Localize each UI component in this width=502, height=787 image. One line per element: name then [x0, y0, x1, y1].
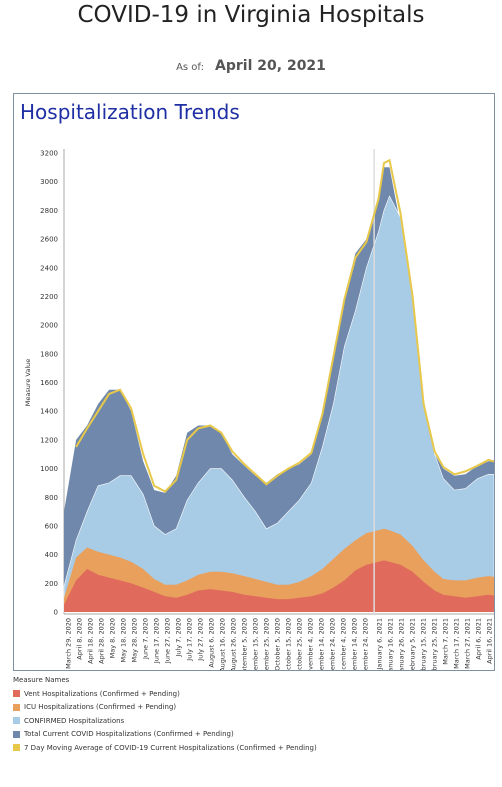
x-tick-label: June 17, 2020	[152, 618, 160, 664]
x-tick-label: January 26, 2021	[398, 618, 406, 670]
x-tick-label: December 4, 2020	[339, 618, 347, 670]
legend-item: ICU Hospitalizations (Confirmed + Pendin…	[13, 701, 493, 715]
x-tick-label: April 16, 2021	[486, 618, 494, 664]
y-tick-label: 2200	[40, 293, 58, 301]
legend-label: ICU Hospitalizations (Confirmed + Pendin…	[24, 703, 177, 712]
x-tick-label: January 16, 2021	[387, 618, 395, 670]
x-tick-label: December 24, 2020	[361, 618, 369, 670]
x-tick-label: March 29, 2020	[64, 618, 72, 669]
y-tick-label: 2600	[40, 236, 58, 244]
legend-item: Vent Hospitalizations (Confirmed + Pendi…	[13, 687, 493, 701]
y-tick-label: 1200	[40, 436, 58, 444]
x-tick-label: August 16, 2020	[218, 618, 226, 670]
x-tick-label: July 27, 2020	[196, 618, 204, 662]
x-tick-label: March 17, 2021	[453, 618, 461, 669]
x-tick-label: November 14, 2020	[317, 618, 325, 670]
legend: Measure Names Vent Hospitalizations (Con…	[13, 676, 493, 755]
y-tick-label: 400	[45, 551, 58, 559]
legend-swatch	[13, 717, 20, 725]
legend-label: Vent Hospitalizations (Confirmed + Pendi…	[24, 689, 180, 698]
y-tick-label: 1400	[40, 408, 58, 416]
x-tick-label: April 6, 2021	[475, 618, 483, 660]
page-title: COVID-19 in Virginia Hospitals	[77, 2, 425, 28]
y-tick-label: 2400	[40, 264, 58, 272]
x-tick-label: February 15, 2021	[420, 618, 428, 670]
legend-swatch	[13, 703, 20, 711]
x-tick-label: October 5, 2020	[273, 618, 281, 670]
x-tick-label: February 5, 2021	[409, 618, 417, 670]
legend-swatch	[13, 690, 20, 698]
y-axis-label: Measure Value	[24, 359, 32, 407]
x-tick-label: March 27, 2021	[464, 618, 472, 669]
x-tick-label: November 4, 2020	[306, 618, 314, 670]
legend-label: 7 Day Moving Average of COVID-19 Current…	[24, 743, 317, 752]
y-tick-label: 2800	[40, 207, 58, 215]
x-tick-label: November 24, 2020	[328, 618, 336, 670]
x-tick-label: June 27, 2020	[163, 618, 171, 664]
as-of-line: As of: April 20, 2021	[0, 55, 502, 74]
y-tick-label: 3000	[40, 178, 58, 186]
y-tick-label: 0	[54, 609, 58, 617]
y-tick-label: 200	[45, 580, 58, 588]
legend-item: CONFIRMED Hospitalizations	[13, 714, 493, 728]
legend-label: CONFIRMED Hospitalizations	[24, 716, 125, 725]
y-tick-label: 1000	[40, 465, 58, 473]
y-tick-label: 800	[45, 494, 58, 502]
moving-average-line	[75, 158, 494, 493]
x-tick-label: April 28, 2020	[97, 618, 105, 664]
y-tick-label: 1600	[40, 379, 58, 387]
x-tick-label: September 5, 2020	[240, 618, 248, 670]
legend-swatch	[13, 744, 20, 752]
as-of-label: As of:	[176, 62, 204, 73]
x-tick-label: September 15, 2020	[251, 618, 259, 670]
x-tick-label: May 18, 2020	[119, 618, 127, 662]
panel-title: Hospitalization Trends	[20, 100, 240, 124]
hospitalization-trends-panel: Hospitalization Trends 0 200 400 600 800 1000…	[13, 93, 495, 671]
x-tick-label: April 18, 2020	[86, 618, 94, 664]
x-tick-label: March 7, 2021	[442, 618, 450, 665]
x-tick-label: August 26, 2020	[229, 618, 237, 670]
y-tick-label: 3200	[40, 150, 58, 158]
y-tick-label: 600	[45, 522, 58, 530]
legend-item: 7 Day Moving Average of COVID-19 Current…	[13, 741, 493, 755]
x-tick-label: July 17, 2020	[185, 618, 193, 662]
x-tick-label: July 7, 2020	[174, 618, 182, 658]
legend-swatch	[13, 730, 20, 738]
legend-item: Total Current COVID Hospitalizations (Co…	[13, 728, 493, 742]
as-of-date: April 20, 2021	[215, 58, 326, 74]
x-tick-label: October 25, 2020	[295, 618, 303, 670]
x-tick-label: December 14, 2020	[350, 618, 358, 670]
y-tick-label: 1800	[40, 350, 58, 358]
x-tick-label: June 7, 2020	[141, 618, 149, 660]
x-tick-label: January 6, 2021	[376, 618, 384, 670]
x-tick-label: May 28, 2020	[130, 618, 138, 662]
legend-title: Measure Names	[13, 676, 70, 684]
y-tick-label: 2000	[40, 322, 58, 330]
area-vent	[64, 560, 494, 612]
hospitalization-chart: 0 200 400 600 800 1000 1200 1400 1600 1800 2000 220…	[24, 149, 494, 670]
legend-label: Total Current COVID Hospitalizations (Co…	[24, 730, 234, 739]
x-tick-label: February 25, 2021	[431, 618, 439, 670]
x-tick-label: May 8, 2020	[108, 618, 116, 658]
x-tick-label: September 25, 2020	[262, 618, 270, 670]
x-tick-label: August 6, 2020	[207, 618, 215, 668]
area-confirmed	[63, 195, 494, 613]
x-tick-label: October 15, 2020	[284, 618, 292, 670]
x-tick-label: April 8, 2020	[75, 618, 83, 660]
